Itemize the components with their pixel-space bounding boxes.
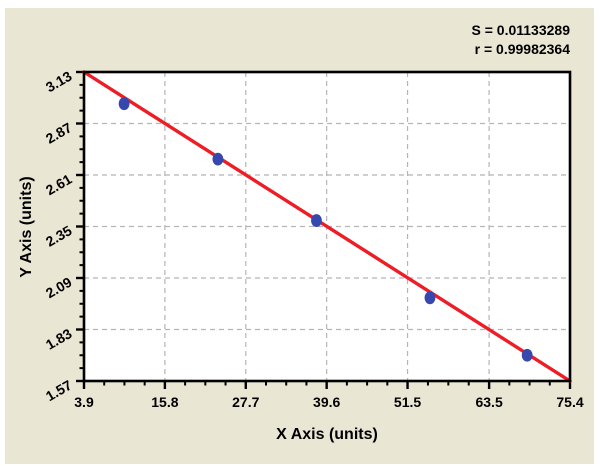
data-point — [424, 291, 436, 305]
data-point — [311, 214, 322, 227]
x-axis-title: X Axis (units) — [276, 426, 378, 443]
y-tick-label: 2.09 — [43, 274, 75, 302]
y-tick-label: 1.83 — [43, 325, 75, 353]
x-tick-label: 3.9 — [74, 394, 94, 410]
regression-line — [82, 70, 572, 383]
y-tick-label: 2.35 — [43, 222, 75, 250]
x-tick-label: 51.5 — [394, 394, 421, 410]
x-tick-label: 27.7 — [232, 394, 259, 410]
data-point — [212, 152, 224, 166]
r-value-label: r = 0.99982364 — [474, 41, 570, 57]
x-tick-label: 39.6 — [313, 394, 340, 410]
y-tick-label: 2.61 — [43, 171, 75, 199]
data-point — [521, 348, 533, 362]
x-tick-label: 15.8 — [151, 394, 178, 410]
y-axis-title: Y Axis (units) — [18, 176, 35, 278]
plot-frame — [82, 70, 572, 383]
y-tick-label: 3.13 — [43, 68, 75, 96]
fit-statistics: S = 0.01133289 r = 0.99982364 — [472, 21, 571, 59]
x-tick-label: 63.5 — [475, 394, 502, 410]
data-point — [118, 97, 130, 111]
x-tick-label: 75.4 — [556, 394, 583, 410]
s-value-label: S = 0.01133289 — [471, 22, 571, 38]
y-tick-label: 2.87 — [43, 119, 75, 147]
y-tick-label: 1.57 — [43, 377, 75, 405]
